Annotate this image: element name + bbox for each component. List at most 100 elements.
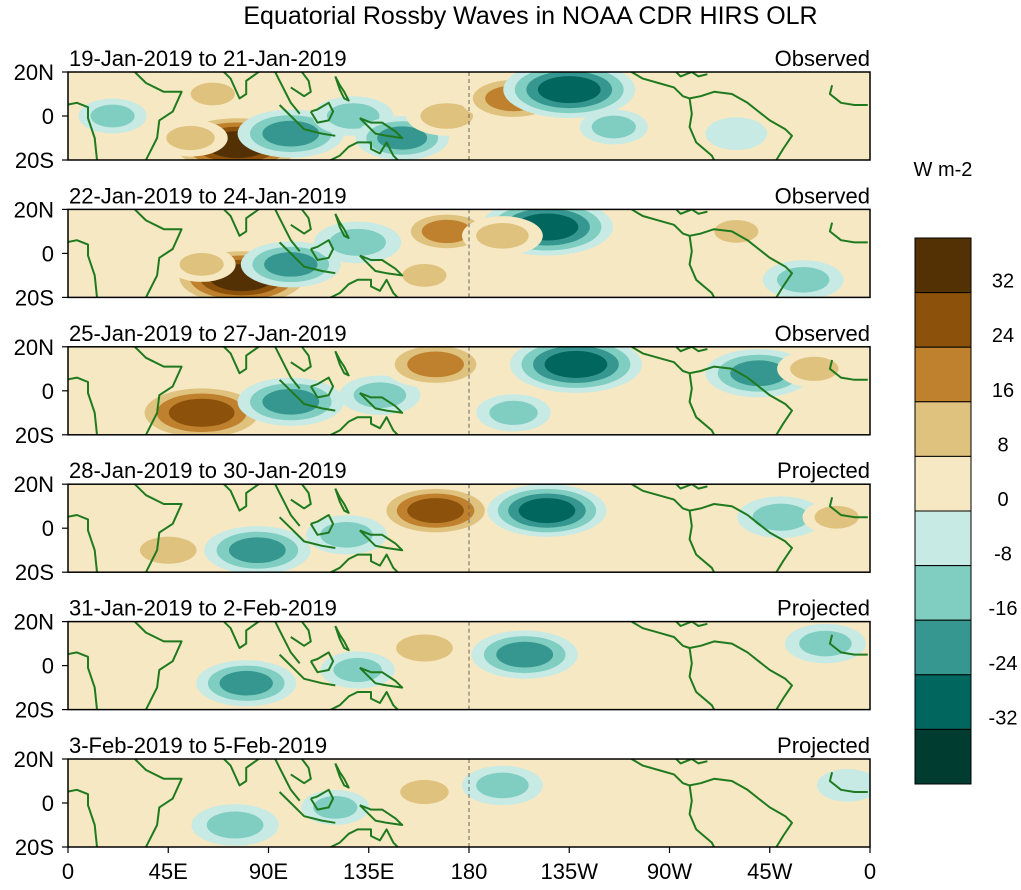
anomaly-band [752, 503, 810, 531]
colorbar-swatch [914, 455, 972, 512]
colorbar-tick-label: 16 [992, 380, 1014, 402]
anomaly-band [591, 115, 636, 139]
coastline [328, 691, 399, 710]
coastline [334, 625, 350, 652]
coastline [631, 759, 793, 847]
anomaly-field [68, 346, 868, 435]
coastline [631, 346, 793, 435]
y-tick-label: 0 [42, 654, 54, 679]
anomaly-band [518, 498, 576, 524]
anomaly-band [168, 398, 235, 427]
coastline [68, 651, 98, 710]
x-tick-label: 0 [62, 859, 74, 884]
anomaly-band [476, 772, 529, 799]
y-tick-label: 20N [14, 335, 54, 360]
coastline [334, 762, 350, 789]
y-tick-label: 20S [15, 148, 54, 173]
panel-4: 20N 0 20S 28-Jan-2019 to 30-Jan-2019 Project… [14, 458, 871, 585]
coastline [688, 510, 715, 573]
coastline [290, 759, 312, 785]
y-tick-label: 20N [14, 60, 54, 85]
coastline [194, 209, 301, 252]
anomaly-field [68, 209, 868, 298]
anomaly-band [353, 382, 407, 409]
x-tick-label: 45W [747, 859, 792, 884]
anomaly-band [206, 811, 264, 839]
coastline [68, 514, 98, 573]
y-tick-label: 0 [42, 516, 54, 541]
panel-status: Observed [775, 183, 870, 208]
anomaly-band [264, 252, 318, 277]
anomaly-field [68, 484, 870, 573]
coastline [309, 101, 335, 124]
colorbar-tick-label: 0 [997, 489, 1008, 511]
colorbar-tick-label: -8 [994, 544, 1012, 566]
coastline [334, 350, 350, 377]
coastline [359, 117, 404, 139]
y-tick-label: 0 [42, 791, 54, 816]
coastline [290, 72, 312, 98]
x-tick-label: 0 [864, 859, 876, 884]
panel-date-range: 31-Jan-2019 to 2-Feb-2019 [69, 596, 337, 621]
coastline [278, 104, 336, 137]
x-tick-label: 180 [451, 859, 488, 884]
coastline [68, 376, 98, 435]
colorbar: W m-2 32 24 16 8 0 -8 -16 -24 -32 [914, 159, 1018, 785]
colorbar-swatch [914, 674, 972, 730]
colorbar-tick-label: -24 [989, 653, 1018, 675]
anomaly-field [68, 621, 868, 710]
anomaly-band [262, 388, 320, 415]
coastline [195, 759, 301, 802]
coastline [688, 98, 715, 160]
colorbar-swatch [914, 619, 972, 676]
anomaly-band [552, 809, 608, 841]
coastline [328, 416, 399, 435]
coastline [290, 209, 312, 235]
coastline [134, 484, 183, 573]
coastline [194, 346, 301, 390]
colorbar-tick-label: 8 [997, 434, 1008, 456]
x-tick-label: 135E [343, 859, 394, 884]
x-tick-label: 45E [149, 859, 188, 884]
anomaly-band [313, 796, 358, 819]
colorbar-tick-label: -32 [989, 707, 1018, 729]
coastline [309, 514, 335, 536]
coastline [68, 788, 98, 847]
colorbar-tick-label: -16 [989, 598, 1018, 620]
anomaly-field [68, 759, 870, 847]
coastline [631, 621, 793, 710]
anomaly-field [68, 72, 868, 160]
coastline [334, 75, 350, 102]
coastline [278, 379, 336, 412]
colorbar-label: W m-2 [914, 159, 973, 181]
anomaly-band [421, 219, 472, 244]
coastline [828, 222, 868, 244]
panel-status: Projected [777, 458, 870, 483]
coastline [334, 488, 350, 514]
y-tick-label: 0 [42, 379, 54, 404]
coastline [134, 759, 183, 847]
coastline [134, 72, 183, 160]
anomaly-band [107, 639, 163, 670]
coastline [359, 392, 404, 414]
coastline [359, 254, 404, 277]
coastline [828, 84, 868, 106]
anomaly-band [544, 350, 608, 378]
coastline [328, 828, 399, 847]
coastline [328, 278, 399, 298]
x-tick-label: 90W [647, 859, 692, 884]
y-tick-label: 20S [15, 835, 54, 860]
coastline [195, 72, 301, 115]
anomaly-band [489, 400, 538, 425]
anomaly-band [139, 536, 197, 564]
y-tick-label: 20S [15, 423, 54, 448]
y-tick-label: 20N [14, 747, 54, 772]
panel-1: 20N 0 20S 19-Jan-2019 to 21-Jan-2019 Observe… [14, 46, 871, 173]
coastline [688, 785, 715, 847]
coastline [68, 101, 98, 160]
coastline [290, 484, 312, 510]
coastline [134, 621, 183, 710]
coastline [688, 373, 715, 435]
